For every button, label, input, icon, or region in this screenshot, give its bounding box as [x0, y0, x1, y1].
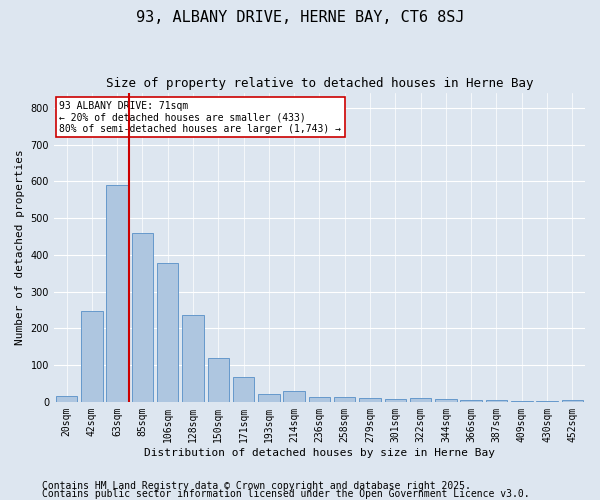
Text: Contains public sector information licensed under the Open Government Licence v3: Contains public sector information licen… — [42, 489, 530, 499]
Bar — [562, 400, 583, 402]
Bar — [460, 400, 482, 402]
Bar — [536, 400, 558, 402]
Bar — [410, 398, 431, 402]
Bar — [106, 185, 128, 402]
Text: Contains HM Land Registry data © Crown copyright and database right 2025.: Contains HM Land Registry data © Crown c… — [42, 481, 471, 491]
Bar — [131, 234, 153, 402]
Bar — [435, 399, 457, 402]
Bar — [359, 398, 381, 402]
Bar — [309, 398, 330, 402]
Bar — [233, 377, 254, 402]
Bar — [56, 396, 77, 402]
Bar — [283, 391, 305, 402]
Bar — [334, 398, 355, 402]
Bar — [258, 394, 280, 402]
Text: 93 ALBANY DRIVE: 71sqm
← 20% of detached houses are smaller (433)
80% of semi-de: 93 ALBANY DRIVE: 71sqm ← 20% of detached… — [59, 101, 341, 134]
Title: Size of property relative to detached houses in Herne Bay: Size of property relative to detached ho… — [106, 78, 533, 90]
Bar — [385, 399, 406, 402]
Bar — [81, 310, 103, 402]
Bar — [182, 315, 204, 402]
Bar — [511, 400, 533, 402]
Text: 93, ALBANY DRIVE, HERNE BAY, CT6 8SJ: 93, ALBANY DRIVE, HERNE BAY, CT6 8SJ — [136, 10, 464, 25]
Bar — [157, 263, 178, 402]
X-axis label: Distribution of detached houses by size in Herne Bay: Distribution of detached houses by size … — [144, 448, 495, 458]
Bar — [486, 400, 507, 402]
Bar — [208, 358, 229, 402]
Y-axis label: Number of detached properties: Number of detached properties — [15, 150, 25, 346]
